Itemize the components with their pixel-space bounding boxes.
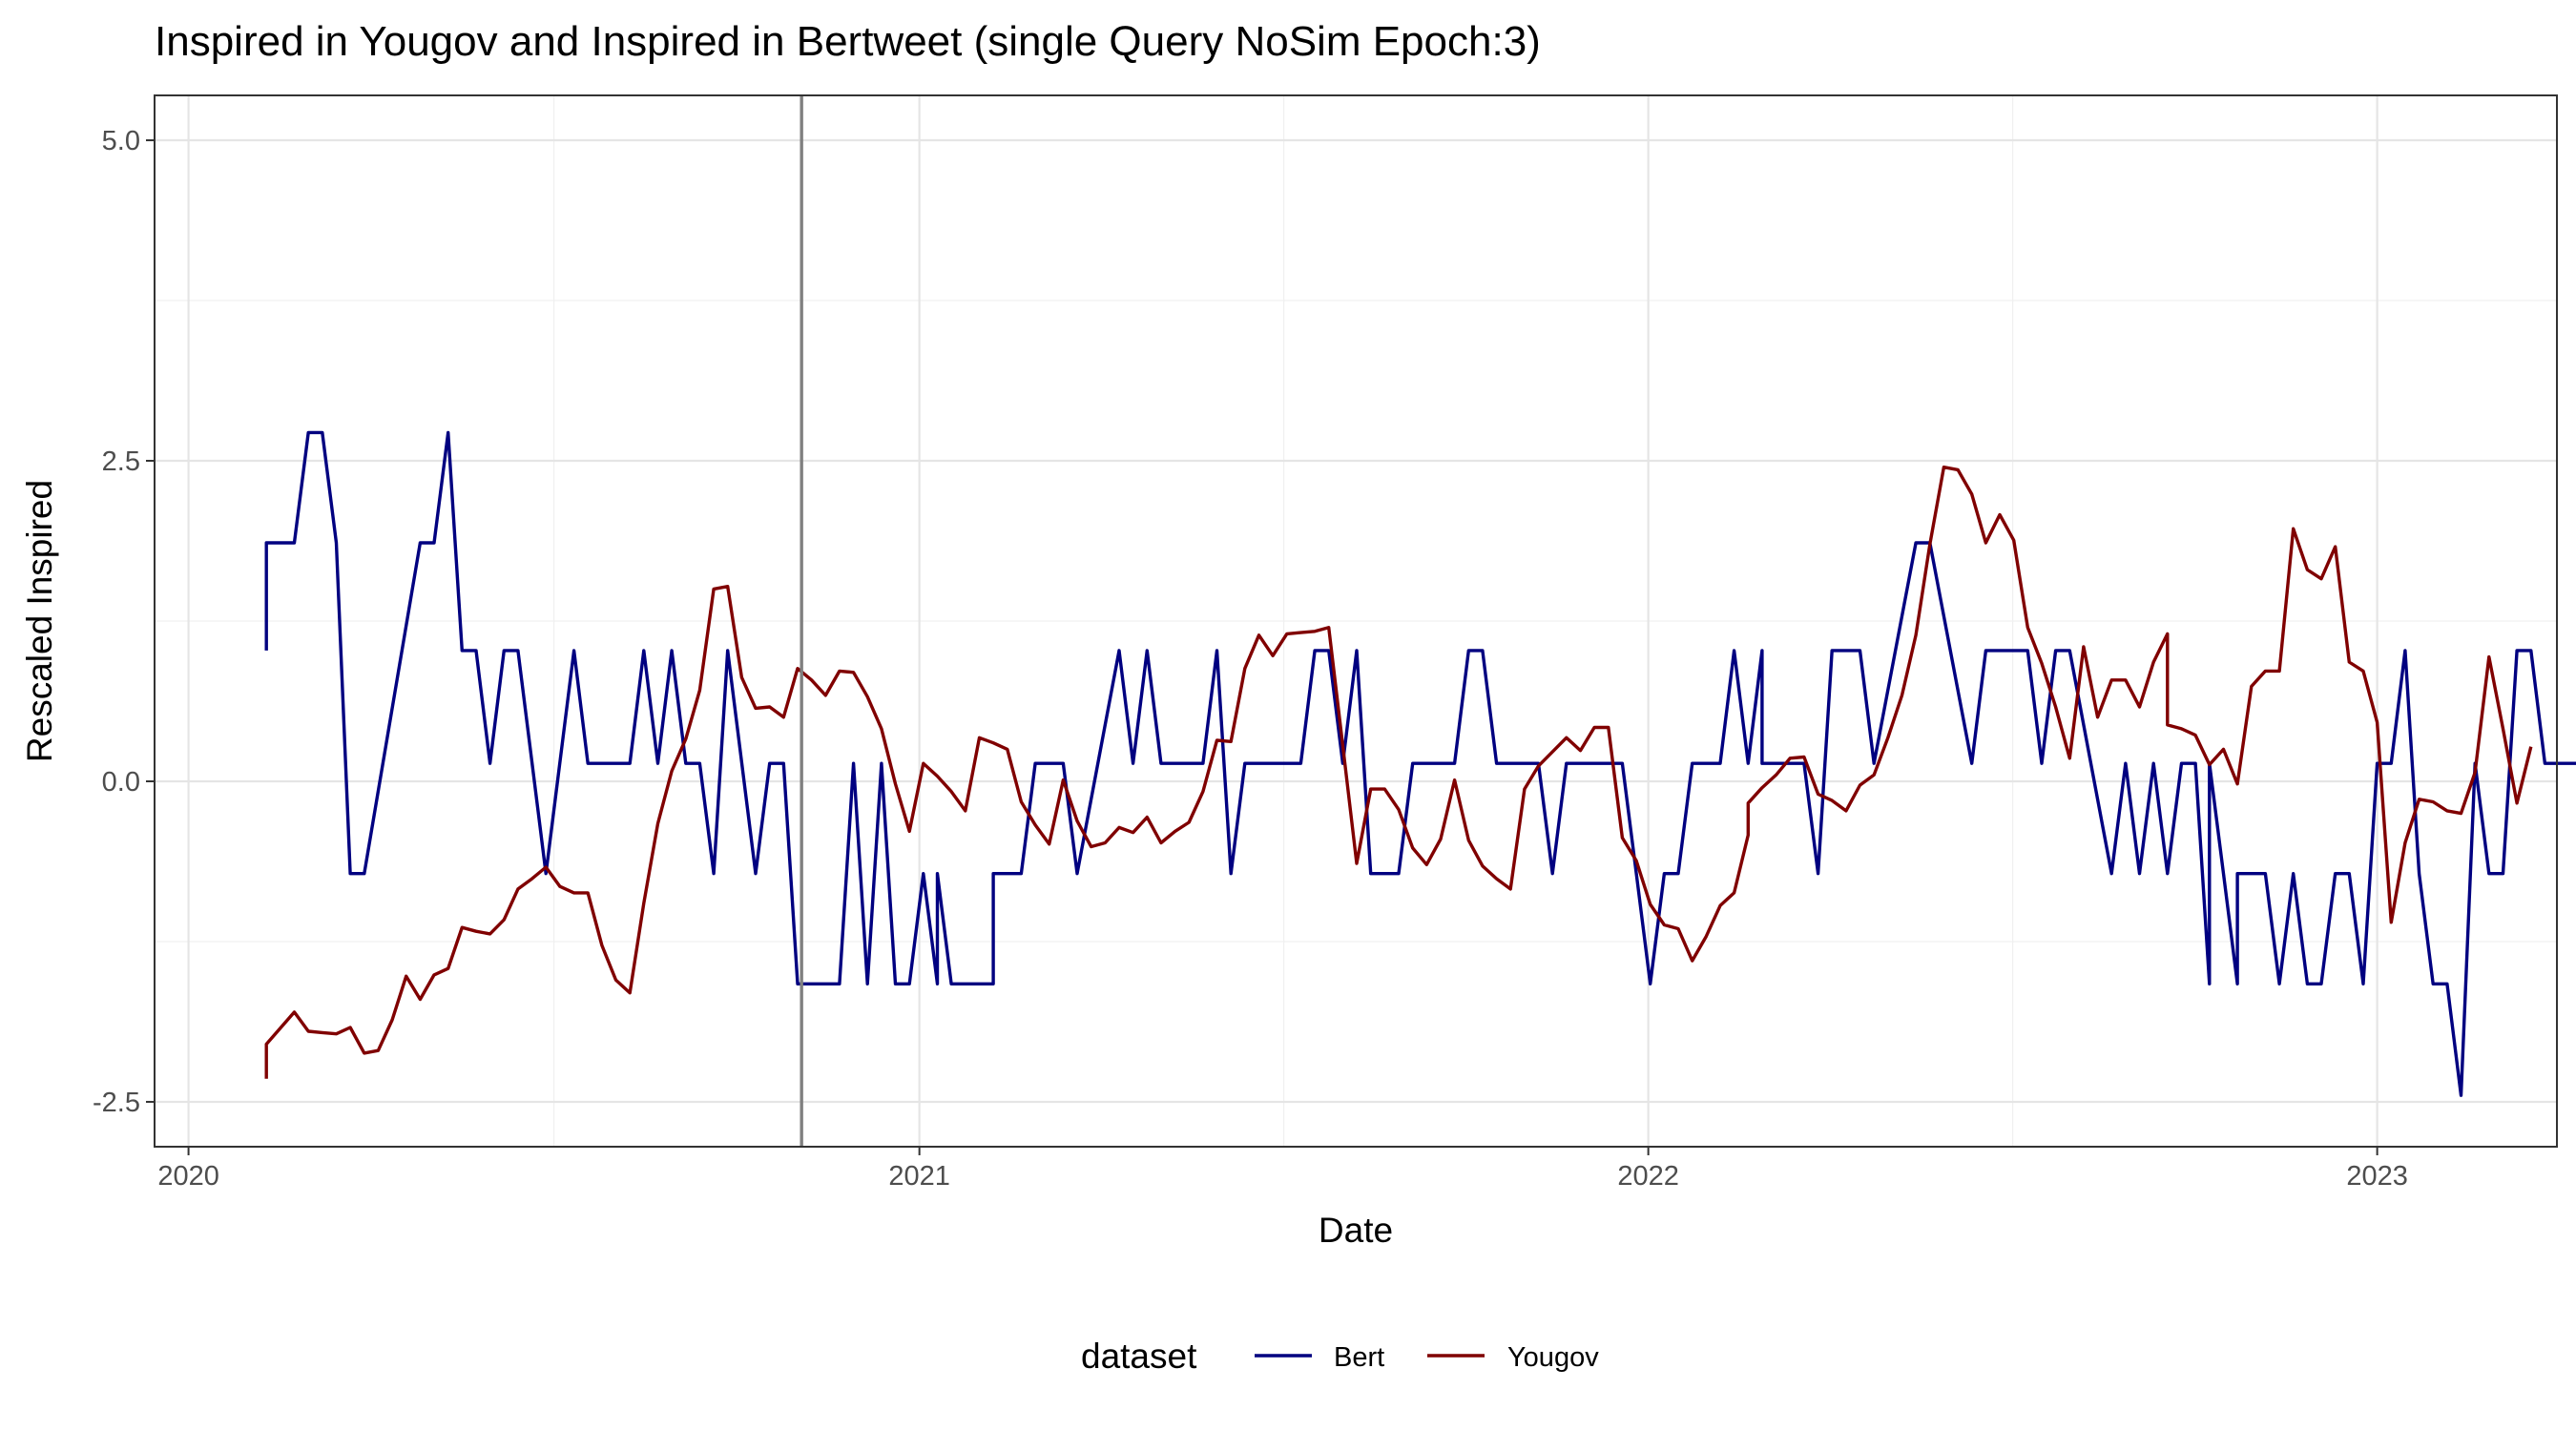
y-tick-label: 2.5: [102, 446, 140, 477]
x-tick-label: 2020: [157, 1161, 219, 1192]
series-line-yougov: [264, 466, 2533, 1079]
legend-label-yougov: Yougov: [1507, 1342, 1599, 1373]
legend: dataset Bert Yougov: [1081, 1337, 1599, 1376]
x-tick-label: 2021: [888, 1161, 950, 1192]
minor-gridlines-x: [553, 95, 2014, 1147]
series-layer: [264, 430, 2576, 1097]
series-line-bert: [264, 430, 2576, 1097]
y-tick-label: 5.0: [102, 126, 140, 156]
x-tick-label: 2022: [1617, 1161, 1679, 1192]
y-axis-title: Rescaled Inspired: [20, 480, 59, 762]
x-tick-label: 2023: [2346, 1161, 2408, 1192]
minor-gridlines-y: [155, 300, 2557, 943]
legend-label-bert: Bert: [1334, 1342, 1384, 1373]
chart-title: Inspired in Yougov and Inspired in Bertw…: [155, 18, 1541, 65]
x-axis-title: Date: [1319, 1211, 1393, 1250]
legend-title: dataset: [1081, 1337, 1197, 1376]
y-axis: -2.5 0.0 2.5 5.0: [93, 126, 155, 1118]
x-axis: 2020 2021 2022 2023: [157, 1147, 2408, 1192]
y-tick-label: -2.5: [93, 1088, 140, 1118]
plot-panel-border: [154, 94, 2558, 1148]
y-tick-label: 0.0: [102, 767, 140, 798]
